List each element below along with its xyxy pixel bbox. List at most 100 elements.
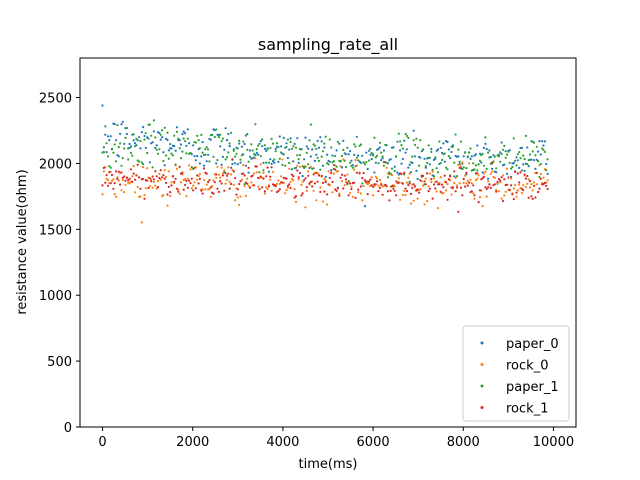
data-point <box>446 183 449 186</box>
data-point <box>205 172 208 175</box>
data-point <box>482 164 486 167</box>
data-point <box>373 171 376 174</box>
data-point <box>209 186 212 189</box>
data-point <box>376 177 379 180</box>
data-point <box>204 188 207 191</box>
data-point <box>482 175 486 178</box>
data-point <box>201 141 204 144</box>
data-point <box>321 200 325 203</box>
data-point <box>223 169 226 172</box>
data-point <box>501 148 505 151</box>
data-point <box>105 173 108 177</box>
data-point <box>158 148 161 151</box>
data-point <box>338 142 341 145</box>
data-point <box>353 181 356 184</box>
data-point <box>293 167 296 170</box>
data-point <box>178 192 181 195</box>
data-point <box>309 180 312 183</box>
data-point <box>404 187 407 190</box>
data-point <box>484 170 487 173</box>
data-point <box>353 153 356 156</box>
legend-label-paper_0: paper_0 <box>506 337 559 352</box>
data-point <box>227 151 230 154</box>
data-point <box>307 147 310 150</box>
data-point <box>539 153 542 156</box>
data-point <box>257 176 260 179</box>
data-point <box>124 136 127 139</box>
data-point <box>349 191 352 194</box>
data-point <box>136 185 139 188</box>
data-point <box>465 171 468 174</box>
data-point <box>217 173 220 176</box>
data-point <box>485 187 488 191</box>
data-point <box>327 183 330 186</box>
data-point <box>415 137 418 140</box>
data-point <box>355 135 358 138</box>
data-point <box>247 166 250 169</box>
data-point <box>296 154 299 157</box>
data-point <box>170 147 173 150</box>
data-point <box>338 192 341 195</box>
data-point <box>259 175 262 178</box>
data-point <box>221 174 224 177</box>
data-point <box>110 148 114 151</box>
data-point <box>389 158 392 161</box>
data-point <box>200 155 203 158</box>
data-point <box>296 169 299 172</box>
data-point <box>459 165 463 168</box>
data-point <box>403 189 406 192</box>
data-point <box>469 157 472 161</box>
data-point <box>278 182 281 186</box>
data-point <box>366 167 369 171</box>
data-point <box>301 192 304 195</box>
data-point <box>427 190 430 193</box>
data-point <box>424 166 427 169</box>
data-point <box>274 147 277 150</box>
data-point <box>390 167 394 170</box>
data-point <box>257 153 260 156</box>
data-point <box>372 185 375 188</box>
data-point <box>193 166 196 169</box>
data-point <box>221 137 224 140</box>
data-point <box>336 170 339 173</box>
data-point <box>319 190 322 193</box>
data-point <box>253 184 256 187</box>
data-point <box>152 178 155 181</box>
data-point <box>518 181 521 184</box>
data-point <box>338 194 341 197</box>
data-point <box>499 151 502 154</box>
data-point <box>292 179 295 182</box>
data-point <box>388 199 391 202</box>
data-point <box>543 181 547 184</box>
legend-marker-paper_0 <box>480 341 484 345</box>
data-point <box>169 191 172 194</box>
data-point <box>162 174 165 177</box>
data-point <box>466 155 469 158</box>
data-point <box>104 181 107 184</box>
data-point <box>286 186 289 189</box>
data-point <box>275 182 279 185</box>
data-point <box>331 191 334 194</box>
data-point <box>250 143 253 146</box>
data-point <box>473 197 476 200</box>
data-point <box>175 130 178 133</box>
data-point <box>430 147 433 151</box>
data-point <box>102 151 105 154</box>
data-point <box>223 148 226 151</box>
data-point <box>219 176 222 179</box>
data-point <box>412 139 415 142</box>
data-point <box>296 164 299 167</box>
data-point <box>286 156 289 160</box>
data-point <box>305 186 308 189</box>
data-point <box>269 146 272 150</box>
data-point <box>430 178 433 181</box>
data-point <box>267 161 270 164</box>
data-point <box>270 166 273 169</box>
data-point <box>493 183 496 186</box>
data-point <box>468 151 471 154</box>
data-point <box>267 170 270 173</box>
data-point <box>238 182 241 186</box>
data-point <box>189 168 192 171</box>
data-point <box>543 140 547 143</box>
data-point <box>409 202 413 205</box>
